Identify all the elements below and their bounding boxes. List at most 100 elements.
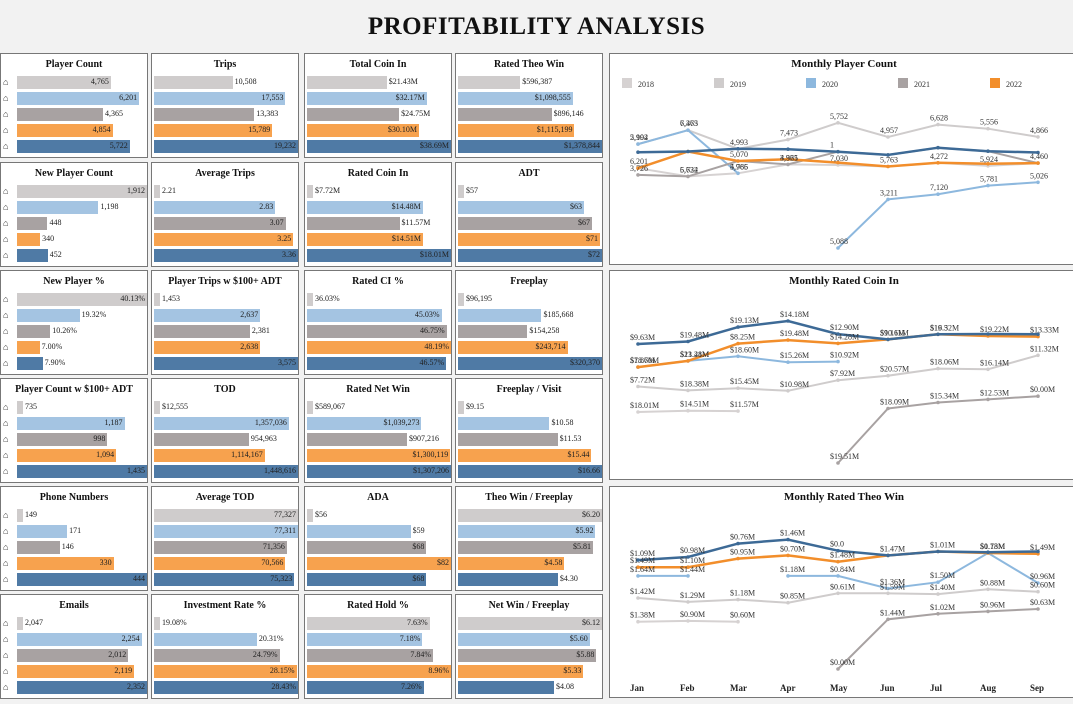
data-point — [636, 574, 640, 578]
data-label: $21.48M — [680, 350, 709, 359]
data-label: 4,993 — [730, 138, 748, 147]
kpi-value: 2,012 — [108, 650, 127, 659]
kpi-bar-label-row: $56 — [307, 509, 451, 522]
kpi-bar-label-row: $12,555 — [154, 401, 298, 414]
kpi-bar-label-row: $4.08 — [458, 681, 602, 694]
kpi-bar — [154, 617, 160, 630]
data-label: $1.18M — [980, 542, 1005, 551]
kpi-value: $9.15 — [466, 402, 484, 411]
kpi-bar — [307, 341, 451, 354]
kpi-bar — [458, 401, 464, 414]
data-point — [836, 149, 840, 154]
kpi-bar-label-row: 2,119 — [17, 665, 147, 678]
kpi-bar-label-row: 28.15% — [154, 665, 298, 678]
kpi-bar-label-row: $9.15 — [458, 401, 602, 414]
data-label: $14.18M — [780, 310, 809, 319]
data-label: 5,752 — [830, 112, 848, 121]
year-icon: ⌂ — [3, 294, 9, 304]
legend-label: 2018 — [638, 80, 654, 89]
kpi-bar — [154, 433, 249, 446]
kpi-tile: Rated Coin In $7.72M $14.48M $11.57M $14.51M… — [304, 162, 452, 267]
x-tick-label: Apr — [780, 683, 796, 693]
kpi-value: $185,668 — [543, 310, 574, 319]
kpi-bar — [307, 249, 451, 262]
kpi-bar — [17, 449, 117, 462]
kpi-bar-label-row: $5.88 — [458, 649, 602, 662]
data-point — [936, 122, 940, 127]
kpi-value: 70,566 — [261, 558, 284, 567]
kpi-value: 19,232 — [274, 141, 296, 150]
data-label: $0.76M — [730, 533, 755, 542]
year-icon: ⌂ — [3, 542, 9, 552]
kpi-value: $10.58 — [551, 418, 574, 427]
legend-swatch — [806, 78, 816, 88]
data-label: 4,765 — [730, 162, 748, 171]
kpi-bar-label-row: 20.31% — [154, 633, 298, 646]
data-point — [886, 164, 890, 169]
data-label: 6,201 — [630, 157, 648, 166]
kpi-tile: Rated Hold % 7.63% 7.18% 7.84% 8.96% 7.26% — [304, 594, 452, 699]
data-point — [636, 384, 640, 389]
data-point — [786, 600, 790, 605]
kpi-bar-label-row: $907,216 — [307, 433, 451, 446]
kpi-value: $243,714 — [535, 342, 566, 351]
kpi-value: $5.33 — [563, 666, 582, 675]
data-point — [686, 574, 690, 578]
year-icon: ⌂ — [3, 310, 9, 320]
year-icon: ⌂ — [3, 141, 9, 151]
kpi-bar — [307, 357, 447, 370]
kpi-bar — [458, 433, 558, 446]
data-label: $1.02M — [930, 603, 955, 612]
kpi-bar — [458, 108, 552, 121]
data-label: 4,460 — [1030, 152, 1048, 161]
kpi-bar — [307, 557, 451, 570]
kpi-bar — [17, 92, 140, 105]
kpi-bar-label-row: 2,047 — [17, 617, 147, 630]
kpi-bar — [458, 341, 568, 354]
series-line-2021 — [837, 608, 1039, 670]
data-point — [986, 332, 990, 336]
kpi-bar — [17, 665, 135, 678]
kpi-bar-label-row: 452 — [17, 249, 147, 262]
kpi-bar-label-row: 10,508 — [154, 76, 298, 89]
kpi-bar-label-row: $896,146 — [458, 108, 602, 121]
kpi-bar — [458, 681, 554, 694]
chart-title: Monthly Player Count — [791, 58, 897, 70]
kpi-value: 77,327 — [274, 510, 296, 519]
kpi-bar — [154, 325, 250, 338]
data-label: $1.38M — [630, 611, 655, 620]
data-point — [736, 556, 740, 561]
kpi-value: 10.26% — [52, 326, 77, 335]
kpi-value: 4,365 — [104, 109, 123, 118]
kpi-bar-label-row: $243,714 — [458, 341, 602, 354]
data-label: $0.70M — [780, 544, 805, 553]
year-icon: ⌂ — [3, 510, 9, 520]
year-icon: ⌂ — [3, 558, 9, 568]
kpi-bar-label-row: 171 — [17, 525, 147, 538]
kpi-bar-label-row: 7.00% — [17, 341, 147, 354]
kpi-tile-title: ADT — [518, 168, 540, 179]
data-label: 5,722 — [680, 165, 698, 174]
legend-label: 2019 — [730, 80, 746, 89]
kpi-tile: Rated Theo Win $596,387 $1,098,555 $896,146… — [455, 53, 603, 158]
kpi-bar-label-row: $1,039,273 — [307, 417, 451, 430]
kpi-value: 1,357,036 — [254, 418, 287, 427]
data-point — [636, 619, 640, 624]
kpi-bar — [154, 185, 160, 198]
data-point — [886, 617, 890, 622]
kpi-value: $5.60 — [569, 634, 588, 643]
data-label: $1.44M — [880, 608, 905, 617]
kpi-bar-label-row: 1,448,616 — [154, 465, 298, 478]
data-point — [1036, 135, 1040, 139]
kpi-bar-label-row: 1,094 — [17, 449, 147, 462]
kpi-value: 1,453 — [162, 294, 180, 303]
kpi-value: $21.43M — [388, 77, 418, 86]
kpi-value: 452 — [49, 250, 62, 259]
kpi-value: 5,722 — [109, 141, 128, 150]
legend-label: 2020 — [822, 80, 838, 89]
data-point — [736, 619, 740, 624]
data-point — [836, 359, 840, 364]
kpi-value: $1,115,199 — [536, 125, 573, 134]
kpi-value: $320,370 — [570, 358, 600, 367]
kpi-value: 3.36 — [282, 250, 296, 259]
